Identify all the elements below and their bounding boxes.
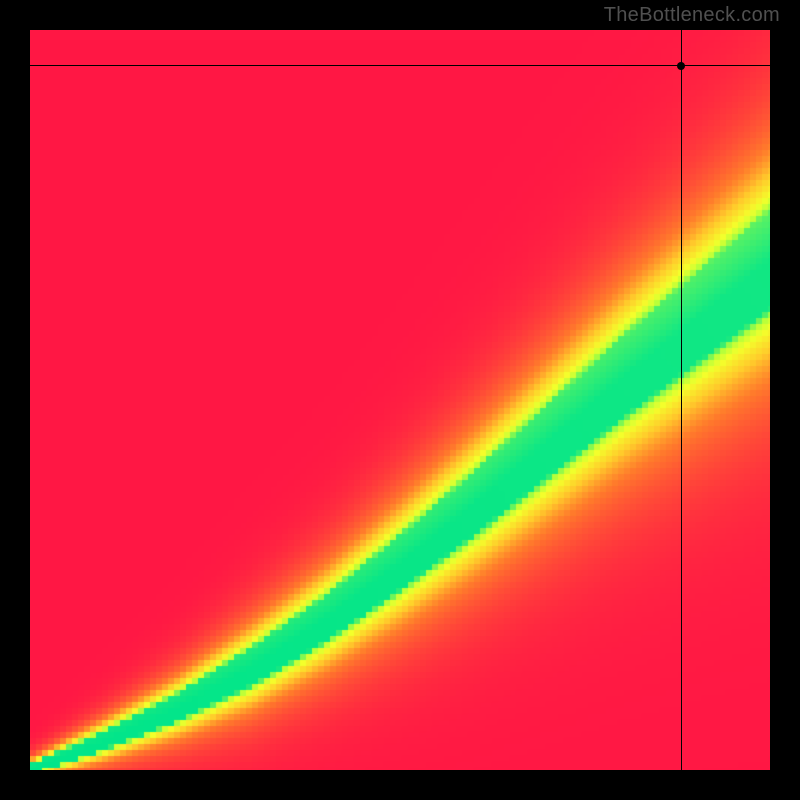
bottleneck-heatmap: [30, 30, 770, 770]
root-container: TheBottleneck.com: [0, 0, 800, 800]
watermark-text: TheBottleneck.com: [604, 4, 780, 27]
crosshair-horizontal: [30, 65, 770, 66]
crosshair-marker: [677, 62, 685, 70]
plot-area: [30, 30, 770, 770]
crosshair-vertical: [681, 30, 682, 770]
